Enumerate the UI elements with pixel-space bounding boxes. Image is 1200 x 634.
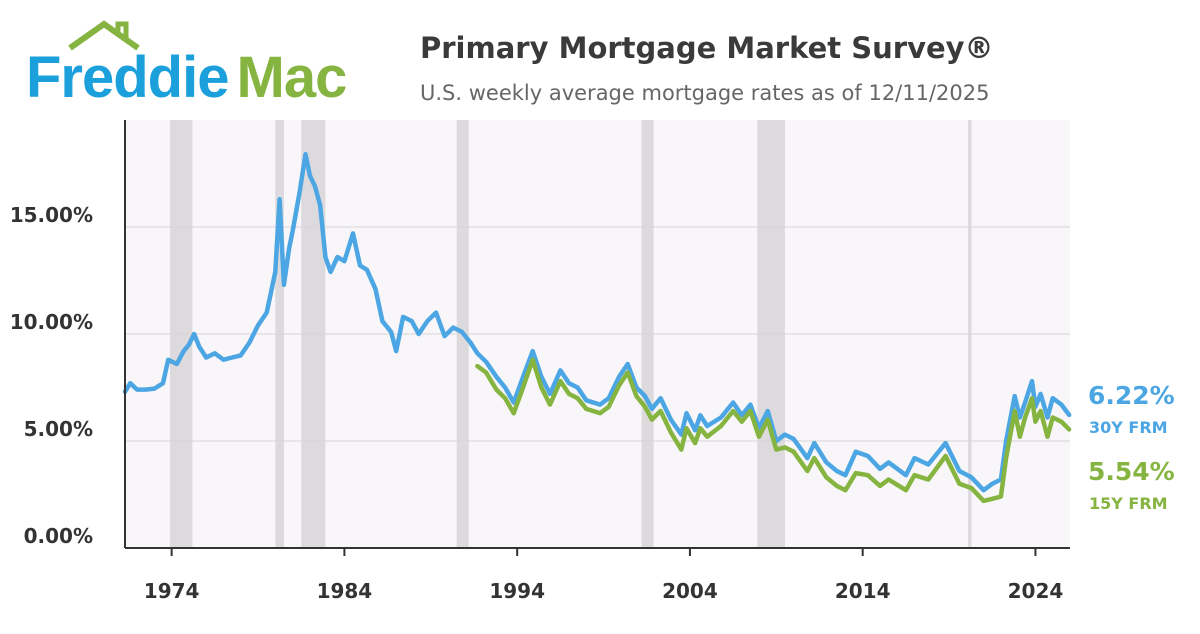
x-tick-label: 2004 [662,579,718,603]
logo-word: Mac [237,45,347,110]
logo-word: Freddie [26,45,229,110]
logo-chimney [115,21,129,40]
y-tick-label: 15.00% [10,203,93,227]
x-tick-label: 1994 [489,579,545,603]
logo: Freddie Mac [26,20,347,110]
y-tick-label: 5.00% [24,417,93,441]
chart-subtitle: U.S. weekly average mortgage rates as of… [420,81,990,105]
legend-label: 15Y FRM [1089,494,1168,513]
y-tick-label: 0.00% [24,524,93,548]
chart-title: Primary Mortgage Market Survey® [420,31,994,65]
x-tick-label: 2024 [1008,579,1064,603]
logo-text: Freddie Mac [26,45,346,110]
y-tick-label: 10.00% [10,310,93,334]
series-line [122,151,1072,493]
legend-label: 30Y FRM [1089,418,1168,437]
x-tick-label: 1974 [144,579,200,603]
x-tick-label: 2014 [835,579,891,603]
end-value-label: 6.22% [1088,381,1175,410]
end-value-label: 5.54% [1088,457,1175,486]
series-line [475,357,1072,504]
x-tick-label: 1984 [317,579,373,603]
